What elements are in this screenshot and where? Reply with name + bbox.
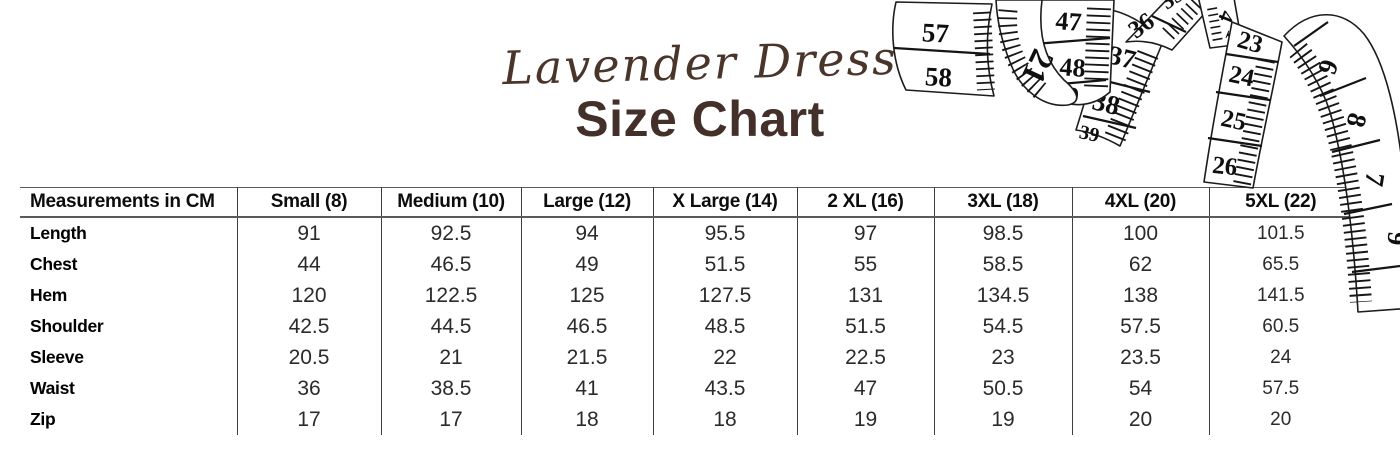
cell: 21.5	[521, 342, 654, 373]
cell: 46.5	[521, 311, 654, 342]
cell: 97	[797, 217, 935, 249]
header-row: Measurements in CM Small (8) Medium (10)…	[20, 187, 1352, 218]
cell: 20.5	[237, 342, 382, 373]
title-block: Lavender Dress Size Chart	[0, 31, 1400, 147]
table-row-chest: Chest 44 46.5 49 51.5 55 58.5 62 65.5	[20, 249, 1352, 280]
cell: 95.5	[653, 217, 798, 249]
table-row-shoulder: Shoulder 42.5 44.5 46.5 48.5 51.5 54.5 5…	[20, 311, 1352, 342]
cell: 18	[521, 404, 654, 435]
cell: 19	[797, 404, 935, 435]
cell: 131	[797, 280, 935, 311]
row-label: Zip	[20, 404, 238, 435]
table-row-waist: Waist 36 38.5 41 43.5 47 50.5 54 57.5	[20, 373, 1352, 404]
cell: 43.5	[653, 373, 798, 404]
cell: 24	[1270, 346, 1292, 368]
tape-number: 9	[1382, 231, 1400, 247]
cell: 17	[381, 404, 522, 435]
cell: 57.5	[1072, 311, 1210, 342]
cell: 141.5	[1256, 284, 1305, 306]
cell: 20	[1270, 408, 1292, 430]
column-header-small: Small (8)	[237, 187, 382, 218]
row-label: Waist	[20, 373, 238, 404]
cell: 46.5	[381, 249, 522, 280]
cell: 19	[934, 404, 1073, 435]
cell: 51.5	[797, 311, 935, 342]
cell: 134.5	[934, 280, 1073, 311]
cell: 23	[934, 342, 1073, 373]
cell: 42.5	[237, 311, 382, 342]
cell: 120	[237, 280, 382, 311]
cell: 55	[797, 249, 935, 280]
cell: 21	[381, 342, 522, 373]
column-header-measurements: Measurements in CM	[20, 187, 238, 218]
table-row-hem: Hem 120 122.5 125 127.5 131 134.5 138 14…	[20, 280, 1352, 311]
table-row-sleeve: Sleeve 20.5 21 21.5 22 22.5 23 23.5 24	[20, 342, 1352, 373]
cell: 94	[521, 217, 654, 249]
cell: 138	[1072, 280, 1210, 311]
row-label: Sleeve	[20, 342, 238, 373]
cell: 98.5	[934, 217, 1073, 249]
table-row-zip: Zip 17 17 18 18 19 19 20 20	[20, 404, 1352, 435]
cell: 101.5	[1256, 222, 1305, 244]
cell: 36	[237, 373, 382, 404]
cell: 48.5	[653, 311, 798, 342]
page-title: Size Chart	[575, 90, 825, 147]
cell: 18	[653, 404, 798, 435]
cell: 51.5	[653, 249, 798, 280]
cell: 127.5	[653, 280, 798, 311]
cell: 44.5	[381, 311, 522, 342]
row-label: Length	[20, 217, 238, 249]
cell: 22.5	[797, 342, 935, 373]
cell: 58.5	[934, 249, 1073, 280]
cell: 44	[237, 249, 382, 280]
cell: 54	[1072, 373, 1210, 404]
column-header-large: Large (12)	[521, 187, 654, 218]
cell: 65.5	[1262, 253, 1300, 275]
row-label: Shoulder	[20, 311, 238, 342]
cell: 41	[521, 373, 654, 404]
size-chart-table: Measurements in CM Small (8) Medium (10)…	[20, 187, 1352, 435]
row-label: Chest	[20, 249, 238, 280]
column-header-3xl: 3XL (18)	[934, 187, 1073, 218]
cell: 62	[1072, 249, 1210, 280]
cell: 49	[521, 249, 654, 280]
table-row-length: Length 91 92.5 94 95.5 97 98.5 100 101.5	[20, 217, 1352, 249]
cell: 54.5	[934, 311, 1073, 342]
cell: 57.5	[1262, 377, 1300, 399]
column-header-xlarge: X Large (14)	[653, 187, 798, 218]
cell: 125	[521, 280, 654, 311]
cell: 122.5	[381, 280, 522, 311]
column-header-4xl: 4XL (20)	[1072, 187, 1210, 218]
cell: 50.5	[934, 373, 1073, 404]
cell: 38.5	[381, 373, 522, 404]
tape-number: 26	[1211, 152, 1239, 181]
tape-number: 7	[1359, 170, 1391, 188]
cell: 92.5	[381, 217, 522, 249]
column-header-2xl: 2 XL (16)	[797, 187, 935, 218]
cell: 60.5	[1262, 315, 1300, 337]
row-label: Hem	[20, 280, 238, 311]
column-header-5xl: 5XL (22)	[1209, 187, 1352, 218]
column-header-medium: Medium (10)	[381, 187, 522, 218]
cell: 91	[237, 217, 382, 249]
cell: 23.5	[1072, 342, 1210, 373]
tape-number: 35	[1156, 0, 1188, 14]
cell: 47	[797, 373, 935, 404]
cell: 100	[1072, 217, 1210, 249]
cell: 22	[653, 342, 798, 373]
cell: 20	[1072, 404, 1210, 435]
cell: 17	[237, 404, 382, 435]
